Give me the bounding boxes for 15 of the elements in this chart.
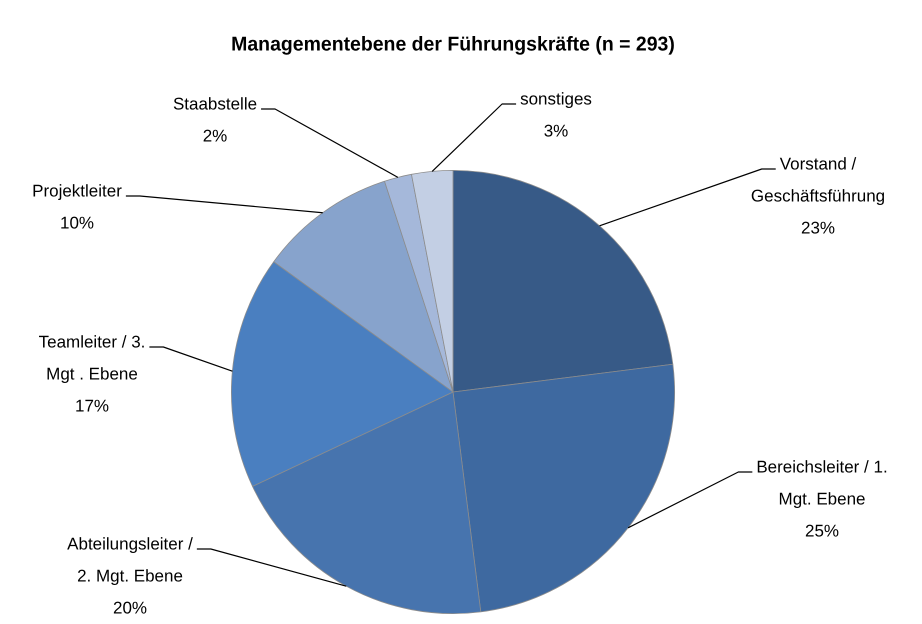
data-label: 25% bbox=[804, 522, 840, 541]
data-label: 20% bbox=[112, 598, 148, 618]
chart-title: Managementebene der Führungskräfte (n = 293) bbox=[231, 33, 675, 56]
data-label: 2% bbox=[202, 126, 228, 146]
data-label: 17% bbox=[74, 396, 110, 416]
slice-label: Vorstand / Geschäftsführung bbox=[750, 154, 886, 206]
slice-label: Projektleiter bbox=[32, 182, 122, 201]
slice-label: sonstiges bbox=[520, 90, 592, 109]
data-label: 23% bbox=[800, 218, 836, 238]
data-label: 3% bbox=[544, 122, 568, 141]
slice-label: Bereichsleiter / 1. Mgt. Ebene bbox=[756, 458, 888, 509]
slice-label: Staabstelle bbox=[172, 94, 258, 114]
slice-label: Teamleiter / 3. Mgt . Ebene bbox=[38, 332, 146, 384]
data-label: 10% bbox=[60, 214, 94, 233]
slice-label: Abteilungsleiter / 2. Mgt. Ebene bbox=[67, 534, 194, 586]
